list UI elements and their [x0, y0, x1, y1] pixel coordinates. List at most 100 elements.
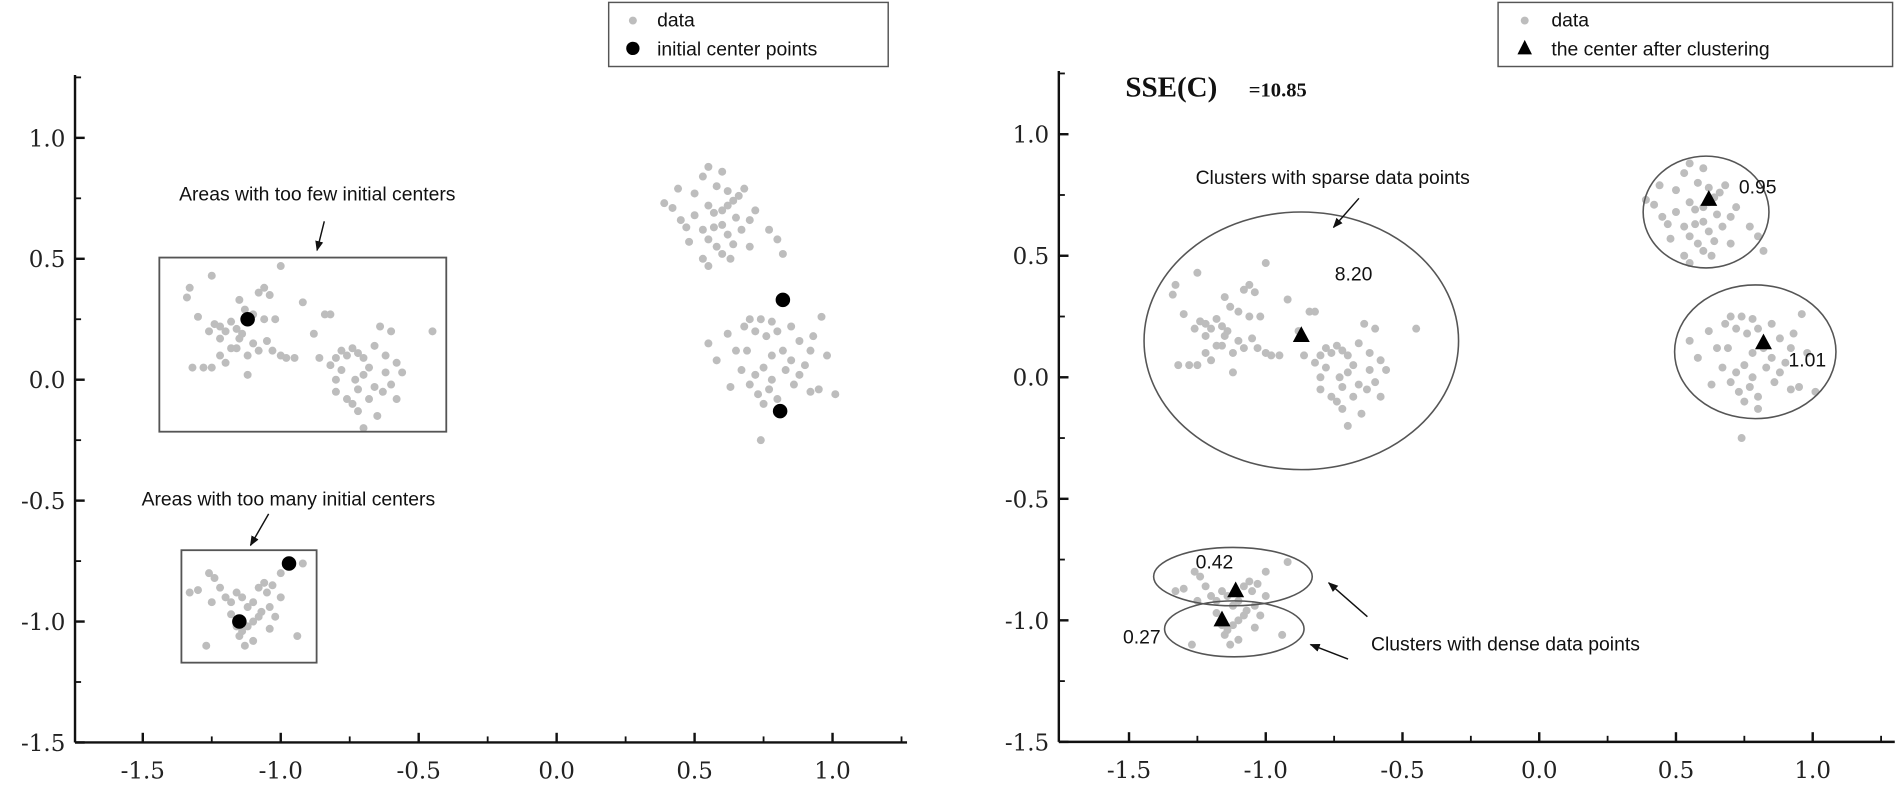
data-point — [795, 337, 804, 345]
data-point — [348, 344, 357, 353]
data-point — [1754, 324, 1763, 333]
data-point — [1745, 383, 1754, 391]
cluster-sse-label: 0.42 — [1196, 551, 1234, 573]
data-point — [276, 569, 285, 578]
data-point — [378, 387, 387, 396]
data-point — [1218, 341, 1226, 350]
legend-data-label: data — [657, 10, 695, 32]
data-point — [1179, 584, 1188, 593]
data-point — [216, 351, 225, 360]
data-point — [1680, 222, 1689, 231]
data-point — [1218, 322, 1226, 331]
data-point — [685, 237, 694, 246]
data-point — [676, 216, 685, 225]
data-point — [1234, 307, 1243, 316]
data-point — [809, 332, 818, 341]
data-point — [268, 581, 277, 590]
data-point — [1228, 348, 1237, 357]
data-point — [751, 370, 760, 379]
data-point — [778, 346, 787, 355]
legend-data-marker — [1520, 16, 1529, 25]
data-point — [326, 310, 335, 319]
data-point — [1321, 363, 1330, 372]
data-point — [1767, 353, 1776, 362]
x-tick-label: -1.5 — [1107, 758, 1151, 784]
data-point — [698, 172, 707, 181]
data-point — [260, 578, 269, 587]
data-point — [1207, 592, 1216, 601]
data-point — [359, 424, 368, 433]
data-point — [373, 411, 382, 420]
data-point — [207, 271, 216, 280]
annotation-arrow — [1327, 582, 1368, 618]
data-point — [276, 262, 285, 271]
y-tick-label: 0.0 — [1013, 366, 1050, 392]
data-point — [1775, 368, 1784, 377]
annotation-too-many: Areas with too many initial centers — [142, 488, 436, 510]
data-point — [1710, 237, 1719, 246]
data-point — [1691, 205, 1700, 214]
data-point — [235, 295, 244, 304]
data-point — [1795, 383, 1804, 391]
data-point — [243, 603, 252, 612]
data-point — [1699, 164, 1708, 173]
data-point — [723, 187, 732, 196]
data-point — [1332, 341, 1341, 350]
data-point — [365, 395, 374, 404]
data-point — [729, 196, 738, 205]
initial-center-point — [281, 556, 297, 571]
data-point — [1371, 378, 1380, 387]
data-point — [326, 361, 335, 370]
data-point — [254, 288, 263, 297]
data-point — [227, 598, 236, 607]
data-point — [1300, 351, 1309, 360]
data-point — [1267, 351, 1276, 360]
data-point — [765, 225, 774, 234]
data-point — [718, 220, 727, 229]
data-point — [1693, 239, 1702, 248]
data-point — [315, 353, 324, 362]
data-point — [1718, 222, 1727, 231]
data-point — [381, 351, 390, 360]
sse-value: =10.85 — [1249, 80, 1307, 102]
data-point — [743, 346, 752, 355]
data-point — [276, 593, 285, 602]
data-point — [773, 327, 782, 336]
data-point — [668, 203, 677, 212]
sse-label: SSE(C) — [1125, 72, 1217, 104]
data-point — [1748, 348, 1757, 357]
data-point — [712, 182, 721, 191]
data-point — [1239, 344, 1248, 353]
data-point — [754, 390, 763, 399]
data-point — [1650, 200, 1659, 209]
cluster-sse-label: 8.20 — [1335, 264, 1373, 286]
data-point — [1693, 178, 1702, 187]
data-point — [185, 588, 194, 597]
data-point — [1234, 635, 1243, 644]
data-point — [756, 436, 765, 445]
data-point — [262, 588, 271, 597]
annotation-arrow — [315, 221, 326, 252]
data-point — [331, 353, 340, 362]
data-point — [309, 329, 318, 338]
data-point — [235, 632, 244, 641]
data-point — [260, 315, 269, 324]
data-point — [1261, 592, 1270, 601]
data-point — [1338, 383, 1347, 391]
y-tick-label: 0.5 — [29, 247, 66, 273]
data-point — [193, 312, 202, 321]
x-tick-label: -1.5 — [121, 759, 165, 785]
data-point — [1759, 246, 1768, 255]
data-point — [249, 636, 258, 645]
data-point — [1212, 609, 1221, 618]
legend-box — [607, 1, 889, 68]
data-point — [1666, 234, 1675, 243]
y-tick-label: -0.5 — [1005, 487, 1049, 513]
data-point — [1321, 344, 1330, 353]
data-point — [202, 641, 211, 650]
data-point — [704, 262, 713, 271]
data-point — [1671, 208, 1680, 216]
data-point — [1248, 334, 1257, 343]
data-point — [767, 317, 776, 326]
data-point — [751, 206, 760, 215]
